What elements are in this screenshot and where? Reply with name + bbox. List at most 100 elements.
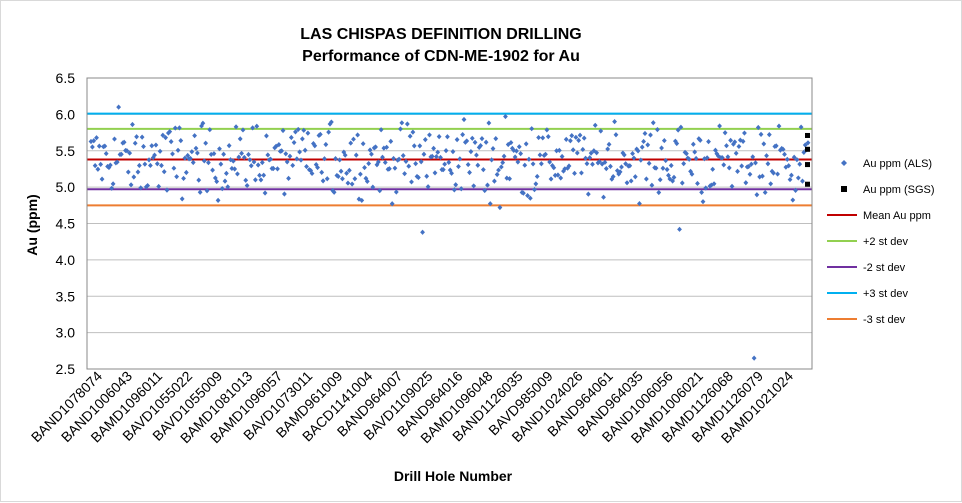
- data-point-als: [411, 143, 417, 149]
- data-point-als: [689, 171, 695, 177]
- data-point-als: [131, 174, 137, 180]
- data-point-als: [315, 164, 320, 171]
- data-point-als: [583, 155, 588, 161]
- data-point-als: [445, 134, 450, 140]
- data-point-als: [619, 164, 624, 170]
- data-point-als: [244, 182, 250, 189]
- data-point-als: [472, 139, 478, 145]
- data-point-als: [424, 173, 430, 179]
- data-point-als: [758, 131, 764, 137]
- data-point-sgs: [805, 162, 810, 168]
- data-point-als: [432, 170, 438, 176]
- data-point-als: [388, 138, 394, 144]
- legend-label: -2 st dev: [863, 262, 906, 274]
- data-point-als: [164, 187, 170, 193]
- data-point-als: [479, 135, 485, 142]
- data-point-als: [378, 127, 384, 133]
- data-point-als: [393, 189, 399, 195]
- data-point-als: [617, 169, 623, 175]
- data-point-als: [161, 169, 167, 175]
- data-point-als: [403, 158, 409, 165]
- data-point-als: [323, 141, 329, 148]
- data-point-als: [333, 155, 338, 162]
- data-point-als: [192, 133, 198, 139]
- data-point-als: [265, 152, 271, 158]
- legend-label: Au ppm (SGS): [863, 184, 935, 196]
- data-point-als: [627, 163, 633, 169]
- data-point-als: [246, 151, 251, 158]
- data-point-als: [739, 163, 745, 169]
- data-point-als: [700, 199, 706, 205]
- data-point-als: [533, 181, 539, 187]
- data-point-als: [552, 172, 558, 178]
- data-point-als: [486, 120, 492, 126]
- data-point-als: [197, 189, 203, 195]
- data-point-als: [396, 156, 402, 162]
- data-point-als: [581, 135, 587, 141]
- data-point-als: [163, 135, 169, 141]
- data-point-als: [247, 157, 253, 163]
- data-point-als: [518, 151, 524, 157]
- data-point-als: [134, 134, 139, 140]
- data-point-als: [605, 146, 611, 152]
- data-point-als: [91, 138, 97, 144]
- data-point-als: [305, 130, 311, 136]
- data-point-als: [130, 121, 135, 128]
- data-point-als: [96, 143, 102, 149]
- data-point-als: [159, 162, 164, 169]
- data-point-sgs: [805, 132, 810, 138]
- data-point-als: [566, 163, 572, 169]
- data-point-als: [478, 143, 483, 149]
- data-point-als: [450, 148, 456, 155]
- data-point-als: [196, 177, 202, 183]
- y-tick-label: 4.5: [56, 216, 76, 232]
- data-point-als: [352, 176, 358, 182]
- data-point-als: [298, 157, 304, 163]
- data-point-als: [699, 189, 705, 196]
- data-point-als: [537, 152, 543, 158]
- data-point-als: [516, 144, 522, 150]
- data-point-als: [493, 135, 499, 142]
- data-point-als: [508, 139, 514, 146]
- data-point-als: [167, 129, 173, 135]
- data-point-als: [438, 154, 443, 161]
- data-point-als: [135, 169, 141, 175]
- data-point-als: [507, 176, 512, 182]
- data-point-als: [585, 191, 591, 197]
- data-point-als: [406, 163, 412, 169]
- data-point-als: [556, 147, 562, 153]
- data-point-als: [429, 153, 435, 159]
- data-point-als: [233, 124, 239, 130]
- axes: 2.53.03.54.04.55.05.56.06.5BAND1078074BA…: [28, 70, 813, 446]
- data-point-als: [427, 132, 432, 138]
- data-point-als: [624, 180, 630, 186]
- data-point-als: [171, 165, 177, 171]
- data-point-als: [362, 164, 367, 171]
- data-point-als: [328, 119, 334, 125]
- data-point-als: [692, 149, 698, 155]
- data-point-als: [95, 166, 101, 172]
- data-point-als: [657, 177, 663, 183]
- data-point-als: [693, 155, 699, 162]
- data-point-als: [243, 177, 249, 183]
- data-point-als: [743, 180, 749, 186]
- data-point-als: [653, 165, 659, 171]
- data-point-als: [764, 153, 769, 159]
- data-point-als: [748, 161, 754, 167]
- data-point-als: [149, 143, 155, 149]
- data-point-als: [89, 144, 95, 150]
- data-point-als: [112, 136, 117, 142]
- data-point-als: [485, 182, 490, 188]
- chart-title-line2: Performance of CDN-ME-1902 for Au: [302, 48, 580, 65]
- data-point-als: [327, 121, 333, 127]
- data-point-als: [641, 138, 647, 145]
- data-point-als: [679, 180, 685, 186]
- data-point-als: [584, 161, 590, 167]
- data-point-als: [655, 127, 660, 133]
- data-point-als: [601, 194, 606, 200]
- data-point-als: [168, 139, 174, 145]
- data-point-als: [671, 174, 677, 180]
- data-point-als: [487, 201, 493, 207]
- data-point-als: [475, 162, 481, 168]
- data-point-als: [467, 169, 472, 176]
